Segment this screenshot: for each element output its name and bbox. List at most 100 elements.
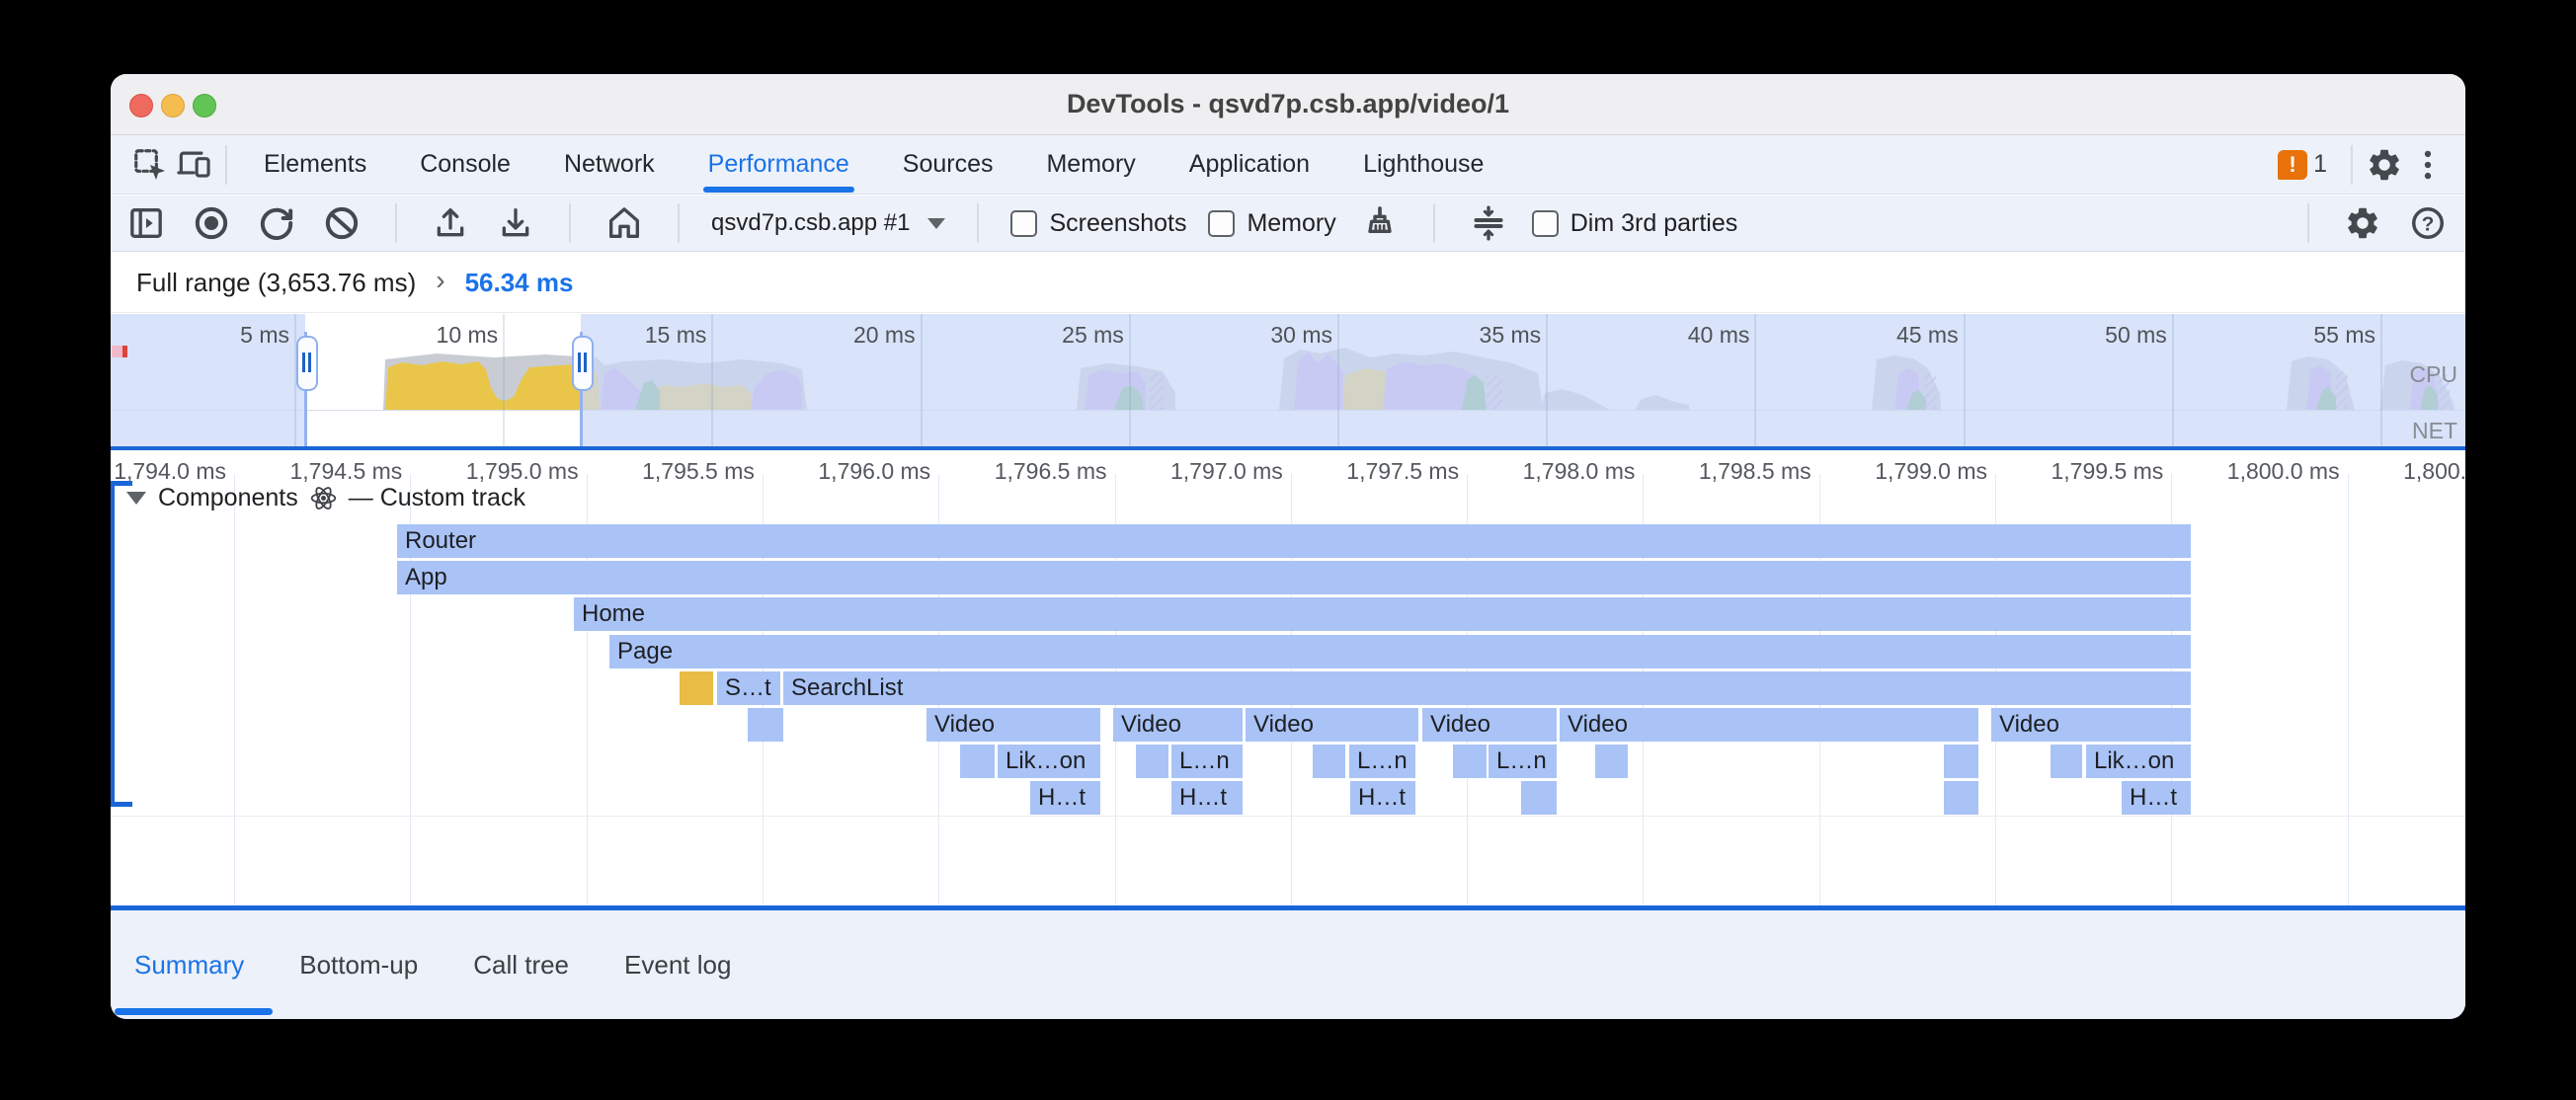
load-profile-icon[interactable] [429,201,472,245]
tab-summary[interactable]: Summary [134,949,245,980]
active-tab-underline [115,1008,273,1015]
flame-bar-video[interactable]: Video [1246,708,1418,742]
overview-gridline [1337,314,1339,446]
flame-bar[interactable] [1595,745,1628,778]
capture-settings-gear-icon[interactable] [2341,201,2384,245]
flame-bar-page[interactable]: Page [609,635,2191,668]
chevron-down-icon [927,217,946,229]
track-header-components[interactable]: Components — Custom track [126,484,525,512]
flame-bar-video[interactable]: Video [1422,708,1557,742]
close-window-button[interactable] [129,94,153,118]
flame-bar-ln[interactable]: L…n [1171,745,1243,778]
overview-tick-label: 55 ms [2313,322,2375,348]
window-resize-handle-left[interactable] [296,336,318,391]
full-range-breadcrumb[interactable]: Full range (3,653.76 ms) [136,267,417,297]
target-select-value: qsvd7p.csb.app #1 [711,209,911,236]
tab-bottom-up[interactable]: Bottom-up [299,949,419,980]
devtools-tab-bar: Elements Console Network Performance Sou… [111,135,2465,195]
overview-tick-label: 15 ms [644,322,707,348]
tab-performance[interactable]: Performance [682,135,876,195]
flame-bar-likon[interactable]: Lik…on [2086,745,2191,778]
flame-bar-ht[interactable]: H…t [2122,781,2191,815]
home-icon[interactable] [603,201,646,245]
window-resize-handle-right[interactable] [572,336,594,391]
ruler-time-label: 1,794.5 ms [289,458,403,484]
flame-bar-router[interactable]: Router [397,524,2191,558]
tab-application[interactable]: Application [1188,150,1311,178]
inspect-element-icon[interactable] [128,143,172,187]
device-toolbar-icon[interactable] [172,143,215,187]
flame-bar-searchlist[interactable]: SearchList [783,671,2191,705]
dim-3rd-parties-label: Dim 3rd parties [1570,208,1738,237]
checkbox-box[interactable] [1208,209,1236,237]
record-icon[interactable] [190,201,233,245]
tab-network[interactable]: Network [563,150,655,178]
checkbox-box[interactable] [1010,209,1038,237]
selected-range-value[interactable]: 56.34 ms [464,267,574,297]
overview-gridline [1754,314,1757,446]
toggle-sidebar-icon[interactable] [124,201,168,245]
flame-bar[interactable] [960,745,995,778]
flame-bar[interactable] [1521,781,1557,815]
ruler-time-label: 1,796.5 ms [994,458,1107,484]
save-profile-icon[interactable] [494,201,537,245]
overview-gridline [920,314,923,446]
flame-bar[interactable] [1453,745,1487,778]
flame-bar-likon[interactable]: Lik…on [998,745,1100,778]
ruler-time-label: 1,799.5 ms [2051,458,2164,484]
overview-gridline [294,314,296,446]
help-icon[interactable]: ? [2406,201,2450,245]
flame-bar-app[interactable]: App [397,561,2191,594]
clear-icon[interactable] [320,201,363,245]
issues-counter[interactable]: ! 1 [2278,149,2327,180]
memory-checkbox[interactable]: Memory [1208,209,1336,238]
flame-bar-st[interactable]: S…t [717,671,780,705]
flame-bar[interactable] [1136,745,1168,778]
flame-bar-ln[interactable]: L…n [1349,745,1415,778]
flame-bar[interactable] [1944,781,1978,815]
tab-event-log[interactable]: Event log [624,949,732,980]
title-bar: DevTools - qsvd7p.csb.app/video/1 [111,74,2465,135]
flame-bar-video[interactable]: Video [1560,708,1978,742]
flame-bar-ht[interactable]: H…t [1171,781,1243,815]
tab-console[interactable]: Console [420,150,511,178]
flame-bar[interactable] [2051,745,2082,778]
collapse-flame-icon[interactable] [1467,201,1510,245]
tab-sources[interactable]: Sources [902,150,994,178]
flame-chart-panel[interactable]: 1,794.0 ms 1,794.5 ms 1,795.0 ms 1,795.5 ms… [111,446,2465,905]
flame-bar-home[interactable]: Home [574,597,2191,631]
flame-bar-ht[interactable]: H…t [1350,781,1415,815]
tab-call-tree[interactable]: Call tree [473,949,570,980]
minimize-window-button[interactable] [161,94,185,118]
tab-memory[interactable]: Memory [1046,150,1136,178]
record-and-reload-icon[interactable] [255,201,298,245]
flame-bar[interactable] [1944,745,1978,778]
flame-bar-ht[interactable]: H…t [1030,781,1100,815]
divider [2307,203,2309,243]
screenshots-checkbox[interactable]: Screenshots [1010,209,1186,238]
collapse-triangle-icon[interactable] [126,492,146,505]
garbage-collect-brush-icon[interactable] [1358,201,1402,245]
flame-bar[interactable] [748,708,783,742]
more-menu-icon[interactable] [2406,143,2450,187]
timeline-overview[interactable]: 5 ms 10 ms 15 ms 20 ms 25 ms 30 ms 35 ms 40 ms 4… [111,314,2465,446]
checkbox-box[interactable] [1531,209,1559,237]
flame-bar-video[interactable]: Video [1113,708,1243,742]
interaction-marker [112,346,122,357]
dim-3rd-parties-checkbox[interactable]: Dim 3rd parties [1531,208,1738,238]
flame-bar[interactable] [1313,745,1345,778]
track-bottom-divider [111,816,2465,817]
tab-lighthouse[interactable]: Lighthouse [1363,150,1485,178]
flame-bar-ln[interactable]: L…n [1489,745,1557,778]
flame-bar-video[interactable]: Video [926,708,1100,742]
target-select[interactable]: qsvd7p.csb.app #1 [711,209,946,237]
issues-count: 1 [2313,150,2327,178]
settings-gear-icon[interactable] [2363,143,2406,187]
overview-gridline [2380,314,2382,446]
help-glyph: ? [2422,212,2435,235]
flame-bar-video[interactable]: Video [1991,708,2191,742]
flame-bar[interactable] [680,671,713,705]
zoom-window-button[interactable] [193,94,216,118]
tab-elements[interactable]: Elements [264,150,367,178]
cpu-lane-label: CPU [2409,361,2457,387]
